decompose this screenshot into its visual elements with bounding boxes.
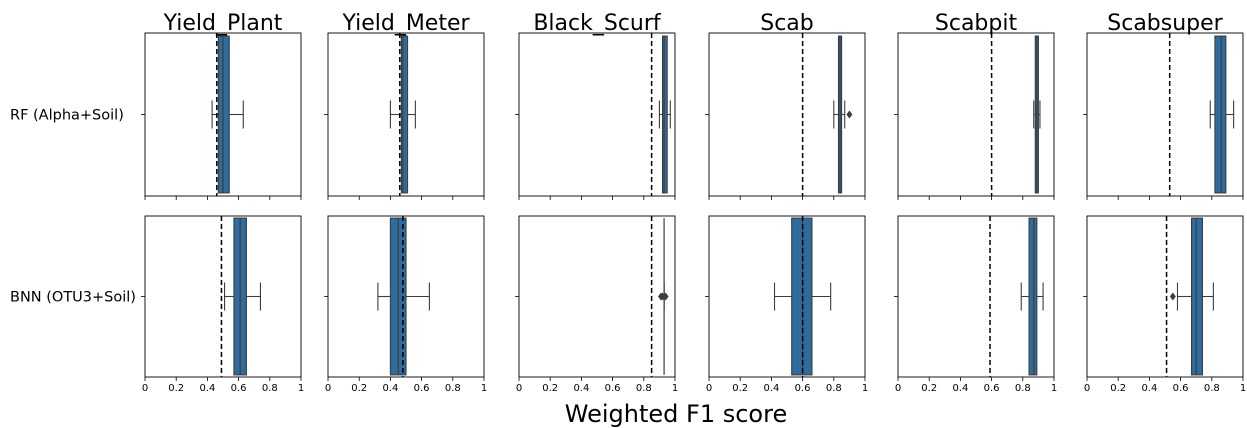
outlier-point — [662, 292, 669, 301]
row-label-1: BNN (OTU3+Soil) — [10, 290, 136, 306]
panel-r1-c3: 0 0.2 0.4 0.6 0.8 1 — [705, 215, 868, 394]
box — [661, 35, 668, 194]
x-tick-label: 0.6 — [231, 383, 247, 394]
x-tick-label: 0.2 — [351, 383, 367, 394]
x-tick-label: 1 — [862, 383, 868, 394]
x-tick-label: 0 — [516, 383, 522, 394]
panel-title-0: Yield_Plant — [163, 11, 283, 36]
x-tick-label: 1 — [1051, 383, 1057, 394]
panel-r1-c1: 0 0.2 0.4 0.6 0.8 1 — [324, 215, 487, 394]
x-tick-label: 1 — [1240, 383, 1246, 394]
x-tick-label: 0 — [706, 383, 712, 394]
panel-r1-c4: 0 0.2 0.4 0.6 0.8 1 — [894, 215, 1057, 394]
outlier-point — [846, 110, 853, 119]
x-tick-label: 0.6 — [984, 383, 1000, 394]
box — [1190, 217, 1203, 376]
x-tick-label: 0.4 — [1141, 383, 1157, 394]
box — [791, 217, 813, 376]
box — [400, 35, 409, 194]
axes-frame — [1086, 215, 1244, 378]
x-tick-label: 0.6 — [414, 383, 430, 394]
x-tick-label: 0.8 — [445, 383, 461, 394]
x-tick-label: 0.8 — [826, 383, 842, 394]
panel-title-3: Scab — [760, 11, 814, 36]
panel-r0-c1 — [324, 32, 485, 200]
panel-title-2: Black_Scurf — [533, 11, 662, 36]
x-tick-label: 0.8 — [636, 383, 652, 394]
panel-r1-c2: 0 0.2 0.4 0.6 0.8 1 — [515, 215, 678, 394]
axes-frame — [144, 215, 302, 378]
panel-title-4: Scabpit — [935, 11, 1018, 36]
x-tick-label: 0 — [895, 383, 901, 394]
x-tick-label: 0.2 — [732, 383, 748, 394]
x-tick-label: 0.4 — [382, 383, 398, 394]
x-tick-label: 0.4 — [573, 383, 589, 394]
x-tick-label: 0.2 — [1110, 383, 1126, 394]
x-tick-label: 1 — [672, 383, 678, 394]
x-tick-label: 0.4 — [199, 383, 215, 394]
x-tick-label: 0 — [1084, 383, 1090, 394]
x-tick-label: 0 — [325, 383, 331, 394]
x-tick-label: 0.6 — [1173, 383, 1189, 394]
x-tick-label: 1 — [481, 383, 487, 394]
axes-frame — [897, 32, 1055, 197]
panel-r0-c3 — [705, 32, 866, 200]
box — [1028, 217, 1038, 376]
x-tick-label: 0 — [142, 383, 148, 394]
x-tick-label: 0.4 — [952, 383, 968, 394]
panel-r0-c2 — [515, 32, 676, 200]
x-tick-label: 0.6 — [795, 383, 811, 394]
panel-r1-c5: 0 0.2 0.4 0.6 0.8 1 — [1083, 215, 1246, 394]
row-label-0: RF (Alpha+Soil) — [10, 108, 124, 124]
panels-layer: Yield_Plant Yield_Meter Black_Scurf Scab Sca… — [10, 11, 1246, 394]
panel-r0-c0 — [141, 32, 302, 200]
outlier-point — [659, 292, 666, 301]
x-axis-label: Weighted F1 score — [565, 400, 787, 428]
x-tick-label: 1 — [298, 383, 304, 394]
box — [1214, 35, 1227, 194]
outlier-point — [1169, 292, 1176, 301]
x-tick-label: 0.6 — [605, 383, 621, 394]
panel-title-5: Scabsuper — [1107, 11, 1223, 36]
x-tick-label: 0.8 — [1015, 383, 1031, 394]
panel-r0-c4 — [894, 32, 1055, 200]
x-tick-label: 0.8 — [1204, 383, 1220, 394]
x-tick-label: 0.2 — [542, 383, 558, 394]
box — [217, 35, 230, 194]
x-tick-label: 0.4 — [763, 383, 779, 394]
panel-r1-c0: 0 0.2 0.4 0.6 0.8 1 — [141, 215, 304, 394]
x-tick-label: 0.2 — [168, 383, 184, 394]
panel-title-1: Yield_Meter — [341, 11, 470, 36]
x-tick-label: 0.2 — [921, 383, 937, 394]
x-tick-label: 0.8 — [262, 383, 278, 394]
panel-r0-c5 — [1083, 32, 1244, 200]
